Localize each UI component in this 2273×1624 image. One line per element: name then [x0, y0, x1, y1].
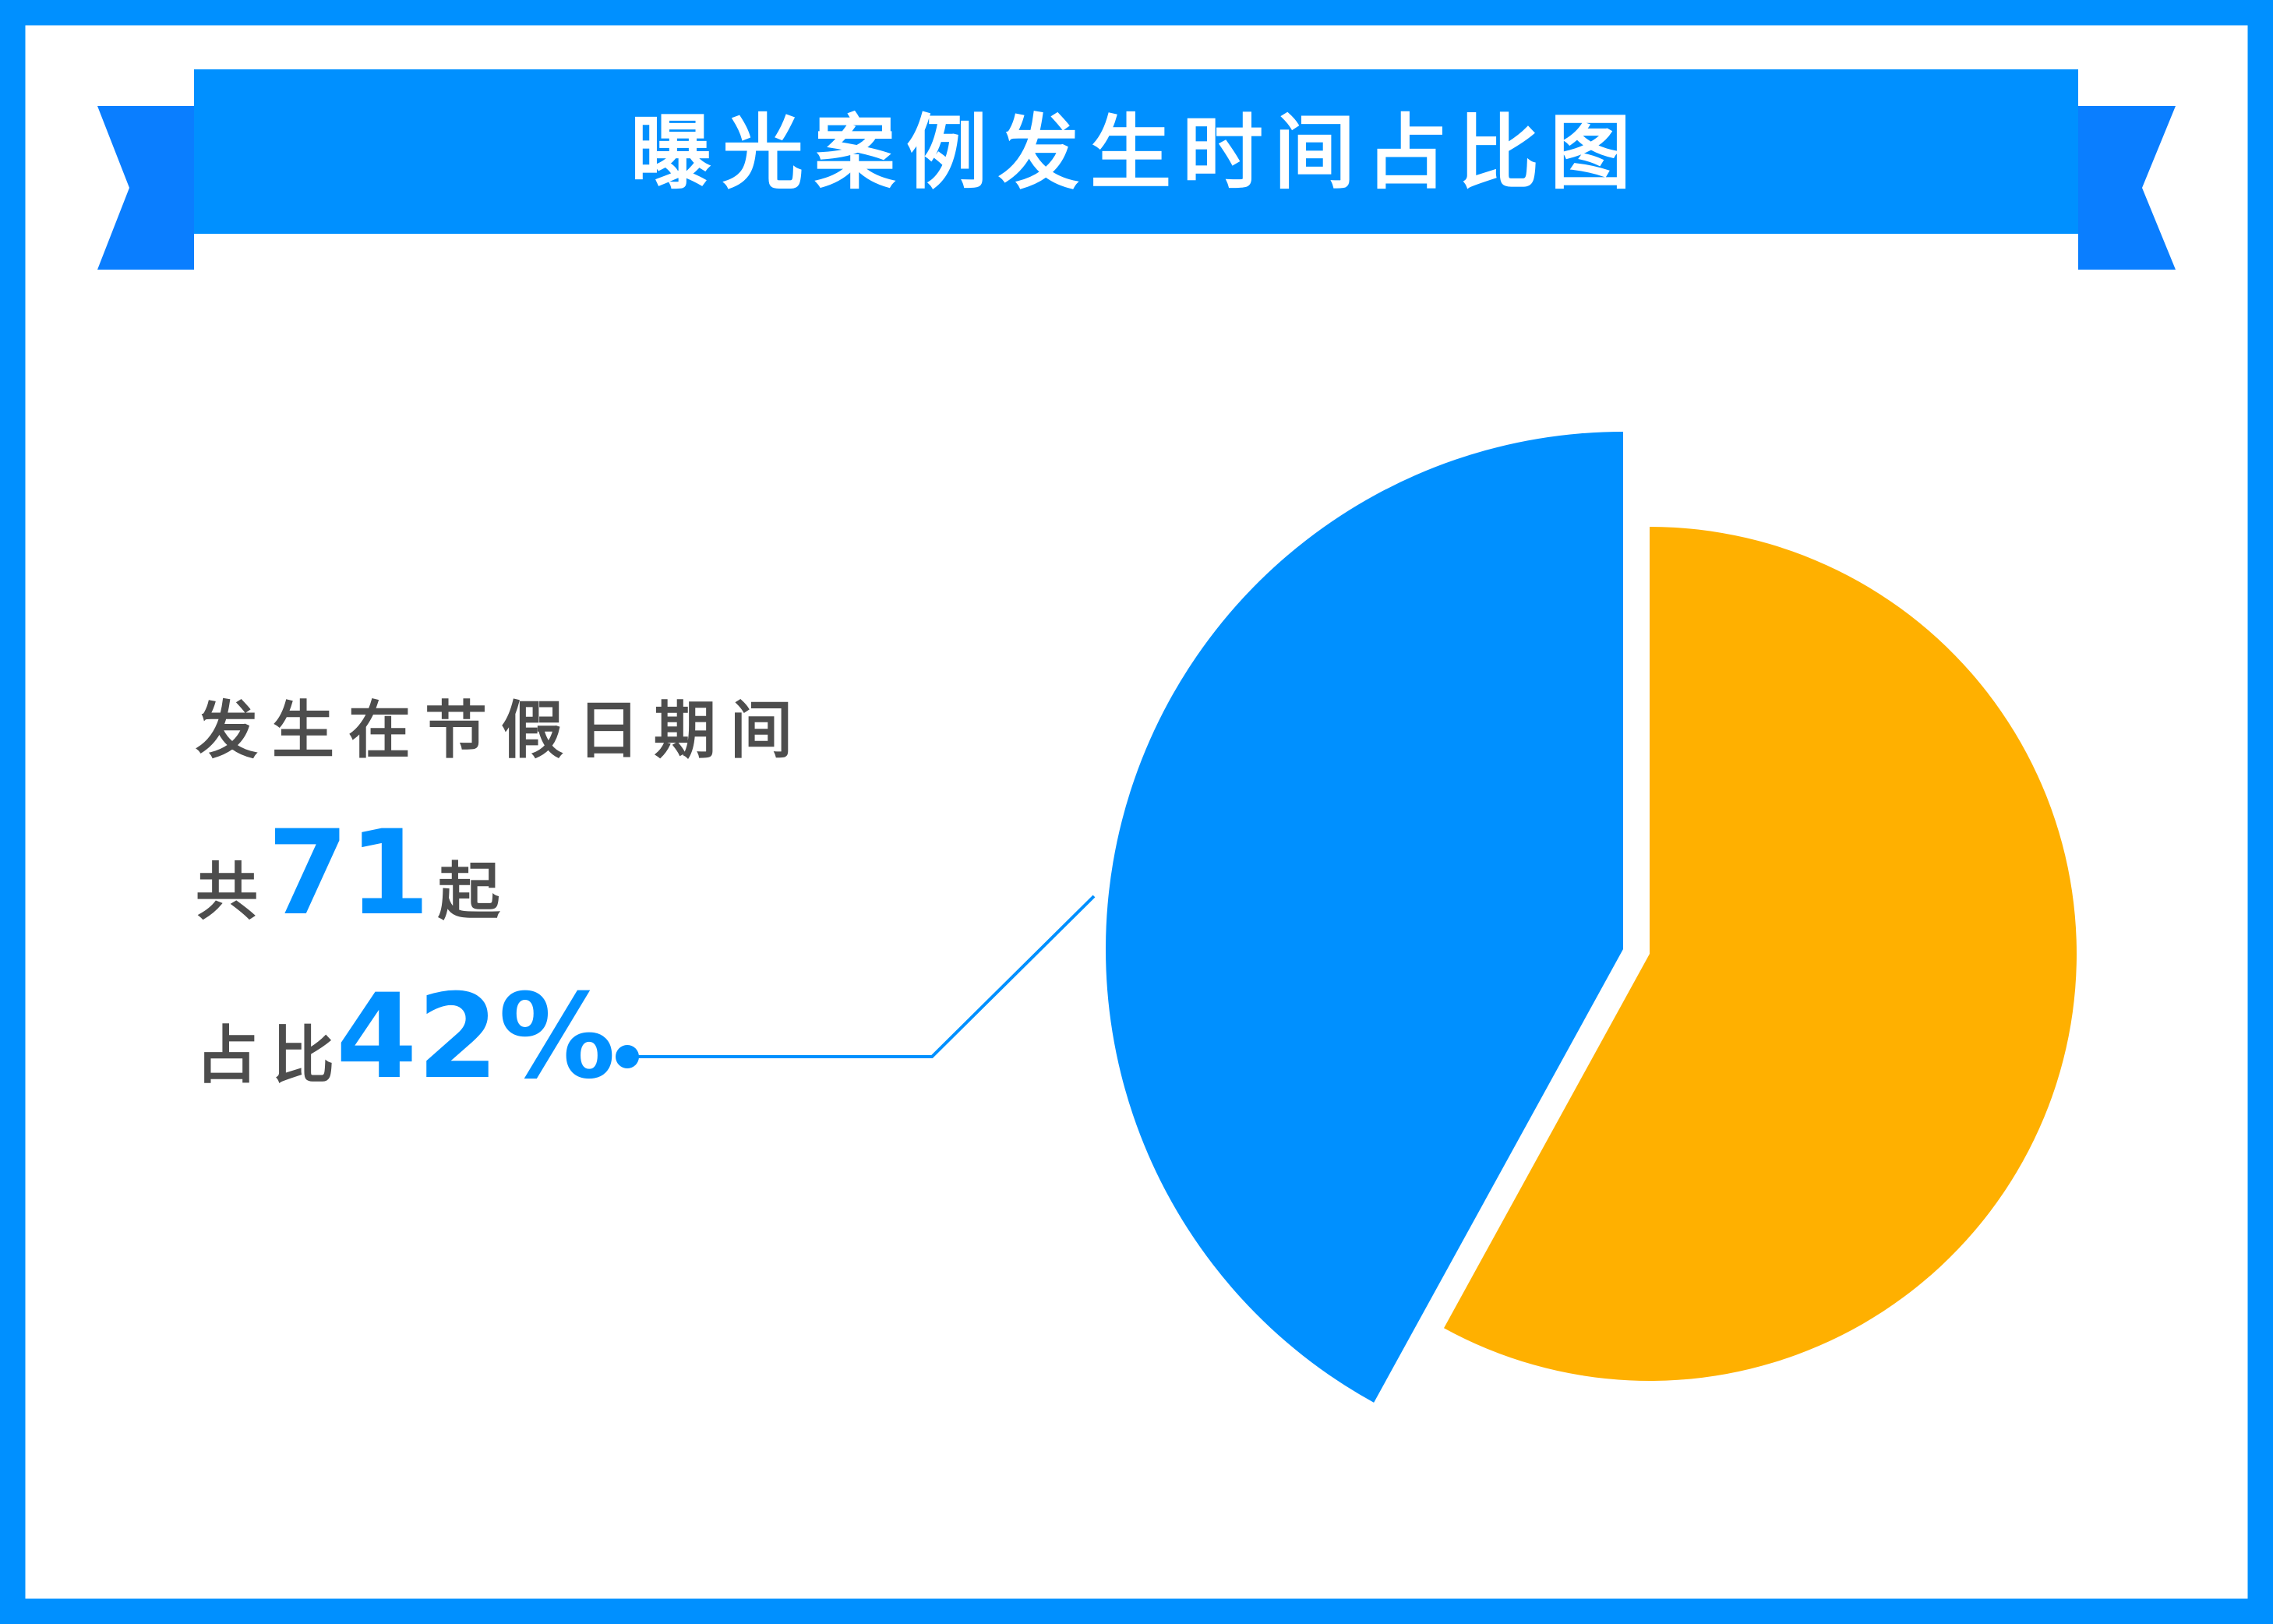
count-value: 71: [267, 806, 430, 941]
share-line: 占比42%: [196, 969, 616, 1105]
banner-body: [194, 69, 2078, 234]
callout-leader: [616, 895, 1096, 1068]
pie-chart: [1106, 432, 2077, 1403]
count-suffix: 起: [438, 856, 514, 928]
pie-slice-2: [1443, 527, 2077, 1381]
leader-dot: [616, 1045, 639, 1068]
share-prefix: 占比: [196, 1019, 348, 1092]
ribbon-left-end: [97, 106, 194, 270]
share-value: 42%: [336, 969, 616, 1105]
count-prefix: 共: [196, 856, 272, 928]
ribbon-right-end: [2078, 106, 2176, 270]
callout-text: 发生在节假日期间 共71 起 占比42%: [196, 694, 806, 1105]
title-banner: 曝光案例发生时间占比图: [97, 69, 2176, 270]
pie-slice-1: [1106, 432, 1623, 1403]
chart-title: 曝光案例发生时间占比图: [630, 105, 1642, 200]
count-line: 共71 起: [196, 806, 514, 941]
leader-line: [627, 895, 1096, 1058]
callout-heading: 发生在节假日期间: [196, 694, 806, 767]
